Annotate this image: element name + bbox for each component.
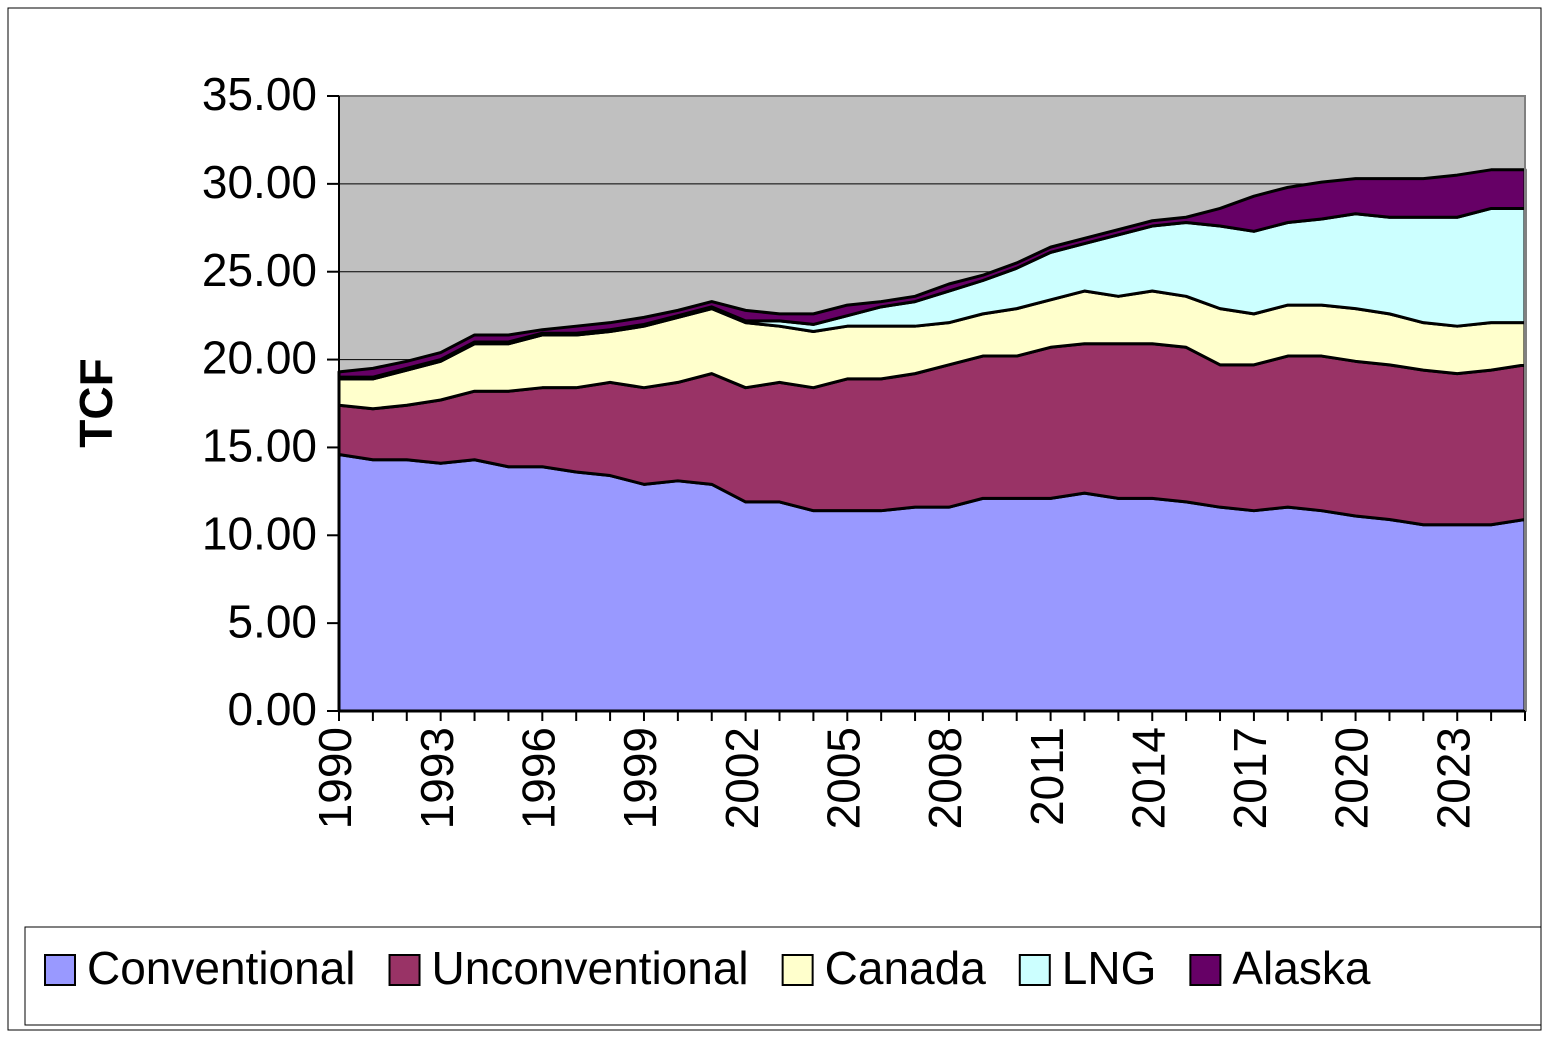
legend-swatch xyxy=(388,954,421,986)
x-tick-label: 1999 xyxy=(614,727,666,829)
x-tick-label: 2011 xyxy=(1021,727,1073,826)
y-tick-label: 10.00 xyxy=(202,507,317,559)
legend-label: Canada xyxy=(825,942,987,994)
x-tick-label: 2023 xyxy=(1427,727,1479,829)
x-tick-label: 2020 xyxy=(1326,727,1378,829)
x-tick-label: 2017 xyxy=(1224,727,1276,829)
x-tick-label: 2002 xyxy=(716,727,768,829)
legend-swatch xyxy=(44,954,76,986)
x-tick-label: 1993 xyxy=(411,727,463,829)
legend-label: Conventional xyxy=(87,942,356,994)
y-tick-label: 5.00 xyxy=(227,595,317,647)
y-tick-label: 15.00 xyxy=(202,420,317,472)
y-tick-label: 20.00 xyxy=(202,332,317,384)
y-tick-label: 0.00 xyxy=(227,683,317,735)
legend-label: LNG xyxy=(1062,942,1157,994)
x-tick-label: 1990 xyxy=(309,727,361,829)
x-tick-label: 2008 xyxy=(919,727,971,829)
y-tick-label: 30.00 xyxy=(202,156,317,208)
legend-swatch xyxy=(1018,954,1051,986)
y-tick-label: 25.00 xyxy=(202,244,317,296)
legend-label: Unconventional xyxy=(432,942,749,994)
legend-swatch xyxy=(1189,954,1222,986)
x-tick-label: 2014 xyxy=(1122,727,1174,829)
legend-swatch xyxy=(781,954,814,986)
x-tick-label: 2005 xyxy=(817,727,869,829)
y-axis-label: TCF xyxy=(70,358,122,447)
y-tick-label: 35.00 xyxy=(202,68,317,120)
x-tick-label: 1996 xyxy=(512,727,564,829)
legend-label: Alaska xyxy=(1232,942,1370,994)
